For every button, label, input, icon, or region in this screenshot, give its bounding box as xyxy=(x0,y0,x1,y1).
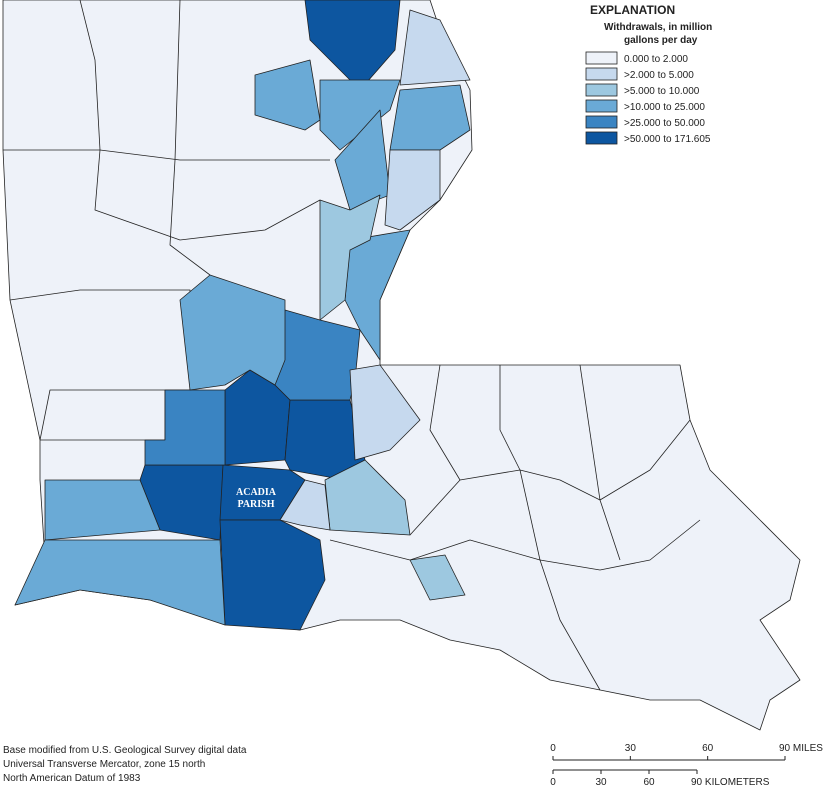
scale-label: 0 xyxy=(550,777,556,788)
scale-label: 30 xyxy=(625,743,637,754)
legend-label: >10.000 to 25.000 xyxy=(624,102,705,113)
parish-boundary xyxy=(3,149,330,161)
parish-label: ACADIA xyxy=(236,487,277,498)
parish xyxy=(44,479,161,541)
parish xyxy=(14,539,226,626)
scale-label: 30 xyxy=(595,777,607,788)
parish xyxy=(389,84,471,151)
parish-boundary xyxy=(409,479,461,536)
legend-swatch xyxy=(585,51,618,65)
legend-title: EXPLANATION xyxy=(590,3,675,17)
parish xyxy=(409,554,466,601)
parish-boundary xyxy=(79,0,321,241)
base-note: Universal Transverse Mercator, zone 15 n… xyxy=(3,759,205,770)
legend-swatch xyxy=(585,83,618,97)
scale-label: 0 xyxy=(550,743,556,754)
base-note: Base modified from U.S. Geological Surve… xyxy=(3,745,247,756)
legend-swatch xyxy=(585,115,618,129)
legend-subtitle: gallons per day xyxy=(624,35,698,46)
parish xyxy=(254,59,321,131)
scale-label: 60 xyxy=(702,743,714,754)
parish xyxy=(179,274,286,391)
legend-label: >5.000 to 10.000 xyxy=(624,86,700,97)
legend-swatch xyxy=(585,99,618,113)
parish-boundary xyxy=(429,364,691,501)
legend-label: >25.000 to 50.000 xyxy=(624,118,705,129)
parish xyxy=(144,389,226,466)
legend-swatch xyxy=(585,131,618,145)
scale-label: 90 KILOMETERS xyxy=(691,777,770,788)
legend-label: >2.000 to 5.000 xyxy=(624,70,694,81)
parish-label: PARISH xyxy=(237,499,274,510)
parish xyxy=(384,149,441,231)
legend-label: 0.000 to 2.000 xyxy=(624,54,688,65)
parish-boundary xyxy=(579,364,621,561)
parish xyxy=(399,9,471,86)
legend-subtitle: Withdrawals, in million xyxy=(604,22,712,33)
scale-label: 90 MILES xyxy=(779,743,823,754)
base-note: North American Datum of 1983 xyxy=(3,773,141,784)
parishes xyxy=(2,0,801,731)
scale-bar: 0 30 60 90 MILES 0 30 60 90 KILOMETERS xyxy=(550,743,823,788)
legend-label: >50.000 to 171.605 xyxy=(624,134,711,145)
parish xyxy=(319,194,381,321)
scale-label: 60 xyxy=(643,777,655,788)
parish xyxy=(279,479,331,531)
legend-swatch xyxy=(585,67,618,81)
parish-boundary xyxy=(169,0,211,276)
parish-boundary xyxy=(329,539,601,691)
parish xyxy=(349,364,421,461)
legend: 0.000 to 2.000 >2.000 to 5.000 >5.000 to 1… xyxy=(585,51,711,145)
